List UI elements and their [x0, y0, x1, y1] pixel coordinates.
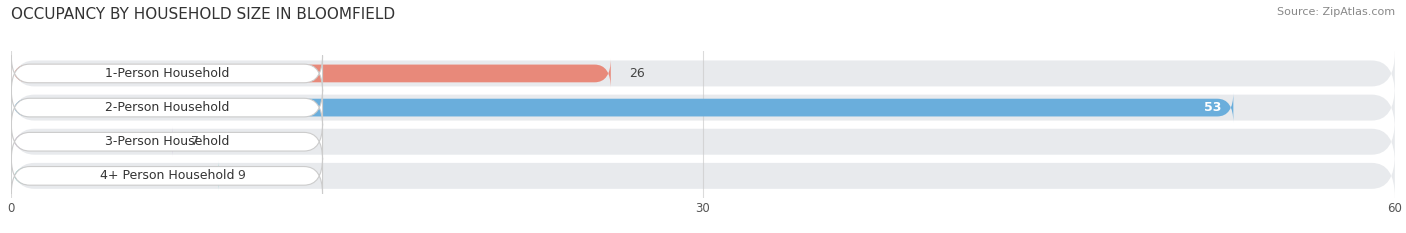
Text: 4+ Person Household: 4+ Person Household [100, 169, 235, 182]
Text: 1-Person Household: 1-Person Household [104, 67, 229, 80]
FancyBboxPatch shape [11, 55, 322, 91]
FancyBboxPatch shape [11, 161, 219, 191]
Text: 9: 9 [238, 169, 245, 182]
Text: 26: 26 [630, 67, 645, 80]
FancyBboxPatch shape [11, 93, 1233, 123]
Text: OCCUPANCY BY HOUSEHOLD SIZE IN BLOOMFIELD: OCCUPANCY BY HOUSEHOLD SIZE IN BLOOMFIEL… [11, 7, 395, 22]
FancyBboxPatch shape [11, 86, 1395, 129]
FancyBboxPatch shape [11, 127, 173, 157]
Text: 7: 7 [191, 135, 200, 148]
FancyBboxPatch shape [11, 155, 1395, 197]
FancyBboxPatch shape [11, 124, 322, 160]
FancyBboxPatch shape [11, 120, 1395, 163]
Text: Source: ZipAtlas.com: Source: ZipAtlas.com [1277, 7, 1395, 17]
Text: 3-Person Household: 3-Person Household [104, 135, 229, 148]
Text: 53: 53 [1205, 101, 1222, 114]
Text: 2-Person Household: 2-Person Household [104, 101, 229, 114]
FancyBboxPatch shape [11, 158, 322, 194]
FancyBboxPatch shape [11, 58, 610, 89]
FancyBboxPatch shape [11, 90, 322, 126]
FancyBboxPatch shape [11, 52, 1395, 95]
